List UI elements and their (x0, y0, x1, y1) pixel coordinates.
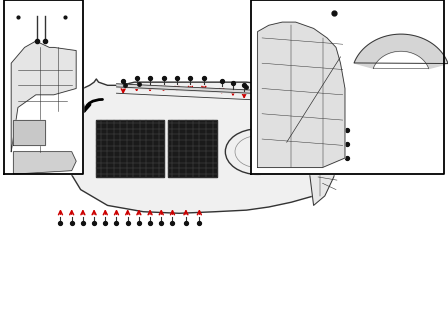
Polygon shape (58, 79, 340, 213)
Polygon shape (13, 152, 76, 174)
Polygon shape (13, 120, 45, 145)
Polygon shape (307, 96, 338, 205)
Polygon shape (354, 34, 448, 69)
Polygon shape (11, 41, 76, 152)
Polygon shape (96, 120, 164, 177)
Polygon shape (251, 0, 444, 174)
Polygon shape (168, 120, 217, 177)
Polygon shape (4, 0, 83, 174)
Polygon shape (258, 22, 345, 167)
